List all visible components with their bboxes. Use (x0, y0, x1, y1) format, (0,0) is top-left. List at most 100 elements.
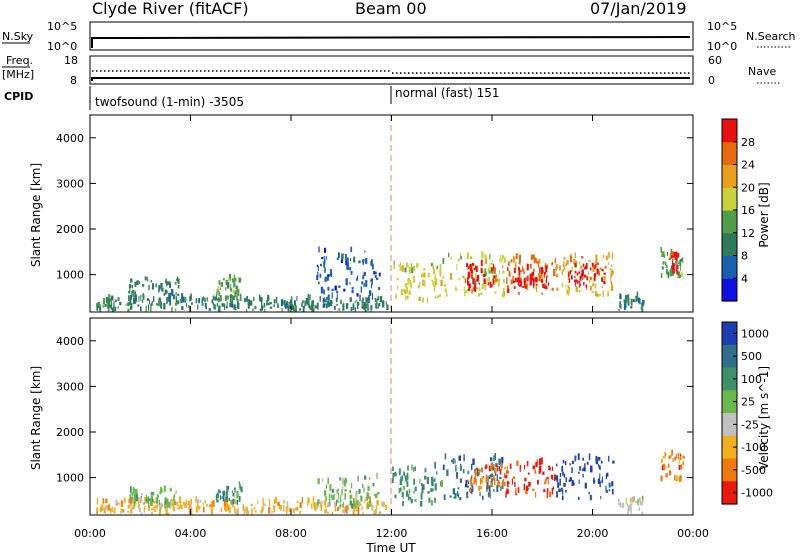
velocity-range-gate-cell (172, 503, 174, 509)
power-range-gate-cell (517, 277, 520, 284)
power-range-gate-cell (167, 296, 170, 301)
power-range-gate-cell (674, 256, 676, 260)
velocity-range-gate-cell (222, 494, 225, 502)
power-range-gate-cell (671, 251, 674, 259)
power-range-gate-cell (660, 247, 662, 253)
power-range-gate-cell (640, 306, 643, 310)
velocity-range-gate-cell (392, 472, 395, 478)
power-range-gate-cell (434, 296, 437, 299)
power-range-gate-cell (418, 297, 421, 302)
power-range-gate-cell (671, 262, 674, 270)
velocity-y-tick-label: 3000 (56, 380, 84, 393)
velocity-range-gate-cell (574, 455, 576, 462)
power-range-gate-cell (553, 269, 556, 276)
power-range-gate-cell (160, 300, 162, 308)
velocity-range-gate-cell (452, 488, 456, 495)
velocity-range-gate-cell (543, 481, 547, 485)
velocity-range-gate-cell (475, 472, 477, 479)
power-colorbar-swatch (722, 232, 737, 257)
freq-tick-high: 18 (64, 54, 78, 67)
power-range-gate-cell (190, 293, 192, 300)
power-range-gate-cell (342, 304, 345, 311)
velocity-range-gate-cell (606, 472, 609, 477)
power-range-gate-cell (564, 265, 566, 270)
velocity-range-gate-cell (449, 495, 452, 498)
velocity-range-gate-cell (600, 495, 602, 500)
power-range-gate-cell (267, 296, 270, 301)
velocity-range-gate-cell (370, 500, 372, 505)
velocity-range-gate-cell (671, 449, 673, 456)
power-range-gate-cell (376, 306, 378, 310)
velocity-range-gate-cell (487, 478, 489, 484)
velocity-range-gate-cell (169, 501, 173, 507)
velocity-range-gate-cell (154, 509, 157, 512)
power-range-gate-cell (573, 259, 576, 265)
power-range-gate-cell (493, 263, 495, 270)
power-range-gate-cell (503, 278, 505, 284)
power-range-gate-cell (304, 300, 307, 307)
power-range-gate-cell (324, 276, 327, 282)
power-range-gate-cell (534, 258, 537, 263)
power-range-gate-cell (489, 262, 491, 270)
velocity-range-gate-cell (526, 460, 529, 467)
power-range-gate-cell (338, 285, 341, 288)
velocity-range-gate-cell (412, 467, 415, 472)
power-range-gate-cell (281, 308, 283, 312)
velocity-range-gate-cell (618, 499, 620, 503)
velocity-range-gate-cell (545, 478, 547, 483)
velocity-range-gate-cell (232, 493, 235, 497)
power-range-gate-cell (205, 306, 207, 310)
power-range-gate-cell (585, 287, 588, 291)
freq-tick-low: 8 (70, 74, 77, 87)
velocity-range-gate-cell (678, 476, 681, 482)
velocity-range-gate-cell (456, 491, 459, 497)
power-range-gate-cell (492, 278, 494, 284)
power-range-gate-cell (117, 306, 119, 309)
power-range-gate-cell (128, 295, 130, 301)
power-range-gate-cell (663, 254, 665, 258)
power-range-gate-cell (670, 251, 673, 254)
power-range-gate-cell (545, 286, 548, 290)
power-range-gate-cell (153, 296, 155, 302)
nsearch-label: N.Search (746, 30, 796, 43)
velocity-range-gate-cell (273, 505, 276, 513)
velocity-colorbar-tick-label: 25 (741, 396, 755, 409)
power-range-gate-cell (588, 276, 591, 283)
velocity-range-gate-cell (665, 473, 668, 478)
power-range-gate-cell (422, 279, 424, 286)
power-range-gate-cell (216, 291, 218, 296)
date-title: 07/Jan/2019 (590, 0, 687, 18)
power-range-gate-cell (463, 286, 465, 291)
power-range-gate-cell (291, 302, 293, 307)
power-range-gate-cell (569, 270, 571, 275)
power-range-gate-cell (163, 292, 165, 296)
power-range-gate-cell (309, 307, 312, 310)
velocity-range-gate-cell (558, 488, 561, 492)
power-range-gate-cell (486, 278, 489, 282)
power-range-gate-cell (518, 269, 521, 276)
velocity-colorbar-tick-label: 500 (741, 350, 762, 363)
velocity-range-gate-cell (157, 495, 159, 498)
power-range-gate-cell (307, 293, 309, 301)
velocity-range-gate-cell (596, 456, 599, 460)
velocity-range-gate-cell (505, 492, 507, 498)
power-range-gate-cell (395, 293, 397, 300)
power-range-gate-cell (346, 303, 349, 309)
velocity-range-gate-cell (478, 468, 481, 473)
power-range-gate-cell (180, 300, 183, 303)
power-range-gate-cell (158, 299, 160, 307)
velocity-colorbar-tick-label: -100 (741, 441, 766, 454)
velocity-range-gate-cell (682, 455, 685, 459)
power-range-gate-cell (593, 274, 596, 281)
power-range-gate-cell (343, 288, 346, 292)
power-range-gate-cell (117, 297, 120, 301)
velocity-y-tick-label: 1000 (56, 472, 84, 485)
power-range-gate-cell (554, 258, 556, 264)
power-range-gate-cell (229, 294, 232, 298)
power-range-gate-cell (661, 266, 664, 270)
velocity-range-gate-cell (485, 464, 488, 469)
power-range-gate-cell (165, 291, 168, 294)
power-range-gate-cell (134, 291, 136, 295)
power-range-gate-cell (174, 281, 177, 285)
velocity-range-gate-cell (178, 505, 180, 510)
